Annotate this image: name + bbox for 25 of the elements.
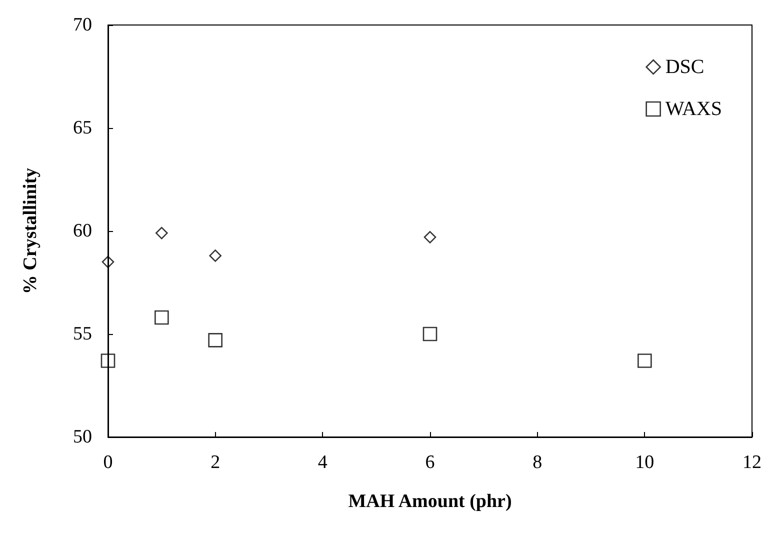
x-tick-label: 4 bbox=[318, 452, 328, 473]
x-axis-title: MAH Amount (phr) bbox=[348, 491, 512, 512]
y-tick-label: 50 bbox=[73, 426, 92, 448]
x-tick-label: 12 bbox=[742, 452, 762, 473]
y-tick-label: 55 bbox=[73, 324, 92, 344]
point bbox=[424, 231, 436, 244]
x-tick-label: 0 bbox=[103, 452, 113, 473]
point bbox=[100, 354, 116, 368]
x-tick-label: 8 bbox=[532, 452, 542, 473]
y-tick-label: 70 bbox=[73, 14, 92, 36]
point bbox=[154, 310, 169, 325]
y-tick-label: 65 bbox=[73, 118, 92, 138]
legend-label: DSC bbox=[665, 56, 704, 78]
x-tick-label: 10 bbox=[635, 452, 654, 473]
point bbox=[102, 256, 114, 268]
y-tick-label: 60 bbox=[73, 220, 92, 242]
point bbox=[422, 326, 438, 342]
point bbox=[208, 333, 222, 348]
x-tick-label: 2 bbox=[210, 452, 220, 473]
point bbox=[209, 250, 222, 262]
legend-label: WAXS bbox=[665, 98, 722, 120]
point bbox=[156, 226, 168, 240]
point bbox=[638, 354, 652, 368]
x-tick-label: 6 bbox=[425, 452, 435, 473]
y-axis-title: % Crystallinity bbox=[20, 167, 41, 294]
